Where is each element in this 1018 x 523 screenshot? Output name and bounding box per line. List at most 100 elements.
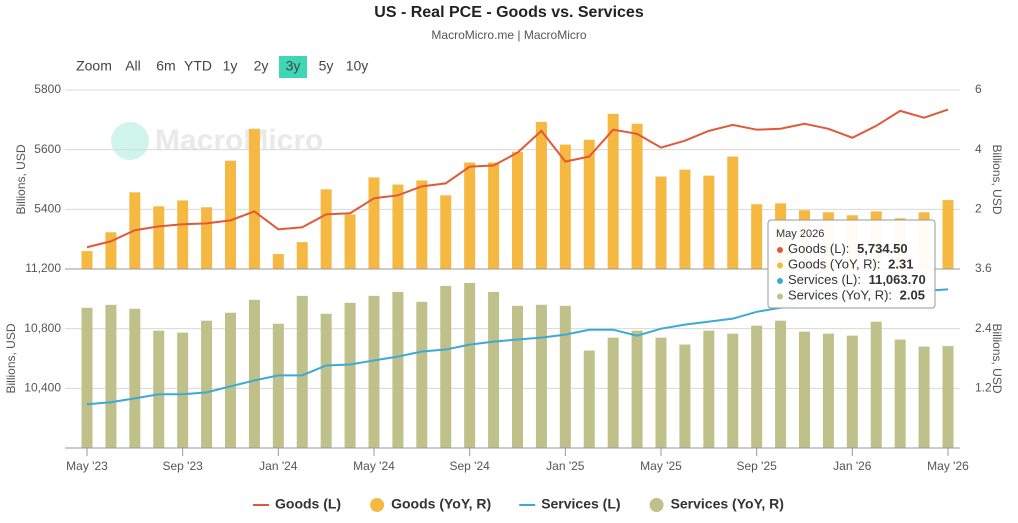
tooltip-title: May 2026 xyxy=(776,228,824,240)
bar xyxy=(201,320,213,448)
x-tick-label: Sep '25 xyxy=(737,459,778,473)
bar xyxy=(488,291,500,448)
y2-tick-label: 6 xyxy=(975,82,982,96)
bar xyxy=(392,184,404,269)
watermark-logo xyxy=(111,122,149,160)
bar xyxy=(655,176,667,269)
legend-label[interactable]: Services (L) xyxy=(541,496,620,512)
tooltip-label: Goods (YoY, R): 2.31 xyxy=(788,257,913,272)
bar xyxy=(751,204,763,269)
x-tick-label: Jan '26 xyxy=(833,459,872,473)
x-tick-label: May '26 xyxy=(927,459,969,473)
bar xyxy=(512,305,523,448)
y2-axis-title: Billions, USD xyxy=(990,323,1004,393)
bar xyxy=(703,330,715,448)
x-tick-label: Sep '24 xyxy=(450,459,491,473)
bar xyxy=(296,295,308,448)
bar xyxy=(272,323,284,448)
bar xyxy=(559,144,571,269)
bar xyxy=(583,139,595,269)
bar xyxy=(679,344,691,448)
bar xyxy=(512,151,523,269)
y2-tick-label: 1.2 xyxy=(975,381,992,395)
bar xyxy=(201,207,213,269)
y-axis-title: Billions, USD xyxy=(4,323,18,393)
tooltip-item-label: Goods (YoY, R): xyxy=(788,257,884,272)
bar xyxy=(368,177,380,269)
bar xyxy=(631,330,643,448)
tooltip-dot xyxy=(777,293,783,300)
range-button[interactable]: All xyxy=(125,58,141,74)
tooltip-box xyxy=(767,219,936,309)
tooltip-dot xyxy=(777,278,783,284)
bar xyxy=(320,189,332,269)
bar xyxy=(81,307,93,448)
bar xyxy=(344,302,356,448)
tooltip-label: Services (YoY, R): 2.05 xyxy=(788,288,925,303)
bar xyxy=(129,308,141,448)
bar xyxy=(248,299,260,448)
range-button[interactable]: 10y xyxy=(346,58,369,74)
bar xyxy=(488,162,500,269)
bar xyxy=(416,180,428,269)
chart-subtitle: MacroMicro.me | MacroMicro xyxy=(431,28,586,42)
tooltip-item-label: Services (L): xyxy=(788,272,865,287)
bar xyxy=(559,305,571,448)
bar xyxy=(679,169,691,269)
bar xyxy=(440,195,452,269)
tooltip-item-value: 2.31 xyxy=(888,257,913,272)
x-tick-label: Jan '24 xyxy=(259,459,298,473)
range-button[interactable]: YTD xyxy=(184,58,212,74)
tooltip-label: Services (L): 11,063.70 xyxy=(788,272,926,287)
bar xyxy=(177,200,189,269)
bar xyxy=(81,251,93,269)
legend-label[interactable]: Goods (YoY, R) xyxy=(391,496,491,512)
bar xyxy=(607,113,619,269)
tooltip-item-label: Services (YoY, R): xyxy=(788,288,896,303)
bar xyxy=(225,160,236,269)
tooltip-label: Goods (L): 5,734.50 xyxy=(788,241,908,256)
range-button[interactable]: 2y xyxy=(254,58,269,74)
bar xyxy=(775,320,787,448)
bar xyxy=(464,162,476,269)
zoom-label: Zoom xyxy=(76,58,112,74)
y-tick-label: 10,800 xyxy=(24,321,61,335)
bar xyxy=(727,333,739,448)
range-button[interactable]: 5y xyxy=(319,58,334,74)
bar xyxy=(631,123,643,269)
bar xyxy=(464,282,476,448)
legend-label[interactable]: Services (YoY, R) xyxy=(671,496,784,512)
bar xyxy=(942,200,954,269)
bar xyxy=(942,346,954,448)
y-axis-title: Billions, USD xyxy=(14,144,28,214)
tooltip-dot xyxy=(777,247,783,253)
bar xyxy=(344,214,356,269)
bar xyxy=(799,331,810,448)
chart-title: US - Real PCE - Goods vs. Services xyxy=(374,4,644,21)
bar xyxy=(727,156,739,269)
bar xyxy=(225,312,236,448)
tooltip-item-value: 5,734.50 xyxy=(857,241,908,256)
bar xyxy=(607,337,619,448)
bar xyxy=(296,242,308,269)
y2-tick-label: 3.6 xyxy=(975,261,992,275)
y-tick-label: 5600 xyxy=(34,142,61,156)
bar xyxy=(248,128,260,269)
range-button[interactable]: 6m xyxy=(156,58,175,74)
legend-symbol xyxy=(649,498,664,512)
bar xyxy=(918,346,930,448)
watermark-text: MacroMicro xyxy=(155,124,323,157)
bar xyxy=(153,330,165,448)
bar xyxy=(894,339,906,448)
bar xyxy=(583,350,595,448)
y-tick-label: 11,200 xyxy=(25,261,61,275)
x-tick-label: May '24 xyxy=(353,459,395,473)
range-button[interactable]: 1y xyxy=(223,58,238,74)
legend-label[interactable]: Goods (L) xyxy=(275,496,341,512)
bar xyxy=(320,313,332,448)
y-tick-label: 5400 xyxy=(34,202,61,216)
range-button[interactable]: 3y xyxy=(286,58,301,74)
y-tick-label: 10,400 xyxy=(24,381,61,395)
bar xyxy=(416,301,428,448)
x-tick-label: Sep '23 xyxy=(163,459,204,473)
